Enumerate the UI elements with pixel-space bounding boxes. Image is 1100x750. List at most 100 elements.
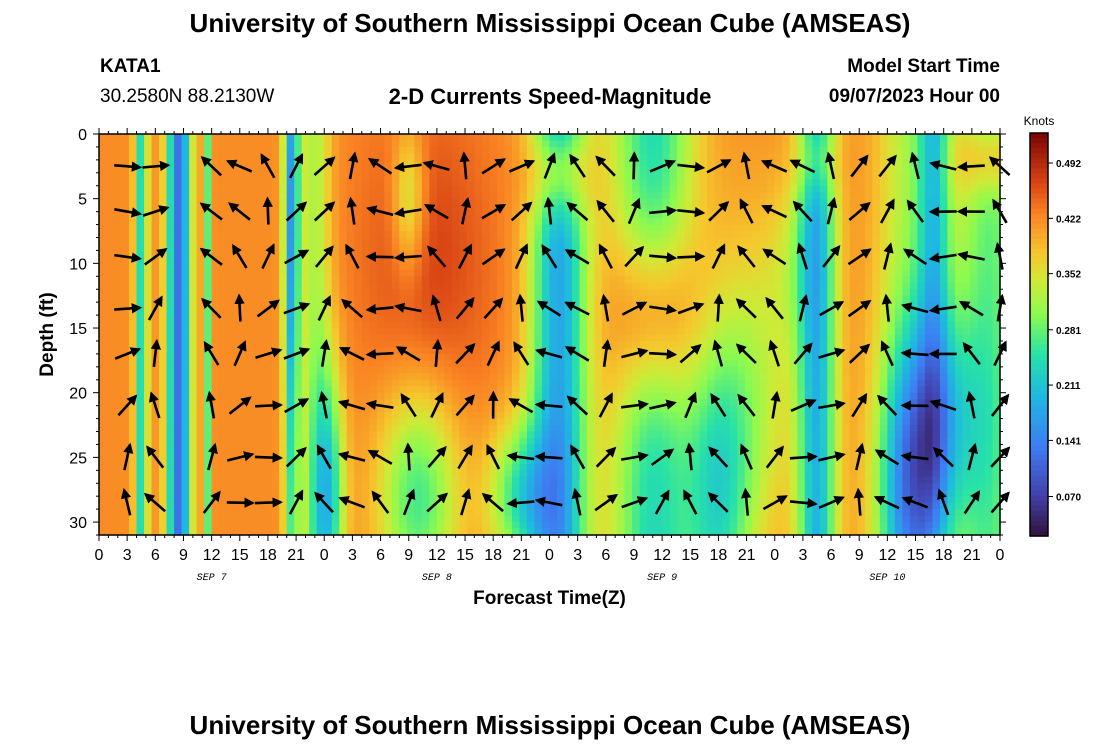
current-arrow — [677, 161, 706, 173]
current-arrow — [534, 347, 563, 359]
current-arrow — [818, 347, 846, 359]
current-arrow — [226, 451, 255, 462]
current-arrow — [142, 160, 171, 172]
current-arrow — [595, 446, 617, 468]
x-tick-label: 21 — [963, 547, 981, 564]
current-arrow — [423, 203, 449, 220]
current-arrow — [737, 393, 756, 417]
current-arrow — [762, 248, 787, 266]
current-arrow — [679, 344, 702, 364]
current-arrow — [114, 207, 143, 218]
current-arrow — [403, 442, 414, 471]
current-arrow — [595, 155, 616, 177]
x-tick-label: 6 — [151, 547, 160, 564]
footer-title: University of Southern Mississippi Ocean… — [189, 710, 911, 740]
current-arrow — [900, 451, 929, 462]
current-arrow — [143, 492, 166, 513]
current-arrow — [826, 196, 838, 225]
current-arrow — [564, 249, 590, 265]
current-arrow — [228, 396, 252, 415]
current-arrow — [825, 151, 836, 180]
current-arrow — [570, 444, 586, 470]
colorbar: Knots 0.492 0.422 0.352 0.281 0.211 0.141 0.070 — [1024, 114, 1081, 537]
current-arrow — [534, 451, 563, 463]
current-arrow — [365, 348, 394, 360]
current-arrow — [768, 339, 781, 367]
current-arrow — [684, 442, 695, 471]
current-arrow — [313, 201, 336, 222]
current-arrow — [956, 161, 985, 172]
current-arrow — [146, 445, 165, 469]
current-arrow — [958, 300, 984, 317]
current-arrow — [313, 156, 336, 176]
current-arrow — [906, 199, 925, 223]
y-axis-label: Depth (ft) — [37, 292, 58, 376]
x-tick-label: 0 — [545, 547, 554, 564]
current-arrow — [314, 491, 334, 514]
x-tick-label: 12 — [653, 547, 671, 564]
current-arrow — [365, 399, 394, 411]
colorbar-frame — [1029, 132, 1049, 537]
current-arrow — [430, 294, 442, 322]
current-arrow — [847, 299, 872, 318]
colorbar-tick-label: 0.492 — [1056, 159, 1081, 170]
current-arrow — [932, 446, 954, 468]
current-arrow — [256, 299, 280, 318]
current-arrow — [400, 392, 417, 418]
current-arrow — [314, 245, 334, 268]
date-label: SEP 10 — [869, 573, 905, 584]
current-arrow — [261, 243, 275, 270]
current-arrow — [365, 205, 394, 217]
current-arrow — [338, 346, 365, 361]
y-tick-label: 0 — [78, 127, 87, 144]
x-axis: 0 3 6 9 12 15 18 21 0 3 6 9 12 15 18 21 0 3 6 9 12 15 18 21 0 3 6 9… — [95, 128, 1005, 584]
x-tick-label: 15 — [681, 547, 699, 564]
x-tick-label: 21 — [287, 547, 305, 564]
current-arrow — [650, 448, 675, 467]
x-tick-label: 3 — [573, 547, 582, 564]
current-arrow — [762, 495, 788, 511]
current-arrow — [819, 301, 845, 317]
current-arrow — [649, 252, 678, 263]
current-arrow — [536, 300, 562, 317]
current-arrow — [624, 245, 645, 268]
current-arrow — [566, 201, 589, 222]
current-arrow — [649, 304, 678, 315]
current-arrow — [457, 243, 473, 269]
current-arrow — [740, 487, 752, 516]
current-arrow — [790, 399, 817, 412]
current-arrow — [789, 497, 818, 509]
current-arrow — [880, 340, 894, 367]
current-arrow — [818, 496, 845, 509]
model-start-label: Model Start Time — [847, 56, 1000, 77]
current-arrow — [318, 390, 329, 419]
current-arrow — [114, 303, 143, 314]
current-arrow — [850, 154, 869, 178]
current-arrow — [735, 343, 757, 364]
current-arrow — [367, 158, 393, 175]
current-arrow — [739, 443, 753, 470]
current-arrow — [142, 205, 170, 217]
current-arrow — [928, 304, 957, 315]
y-tick-label: 5 — [78, 192, 87, 209]
x-tick-label: 15 — [231, 547, 249, 564]
current-arrow — [900, 348, 929, 359]
current-arrow — [150, 338, 162, 367]
current-arrow — [878, 154, 897, 178]
current-arrow — [114, 252, 143, 263]
x-tick-label: 18 — [259, 547, 277, 564]
y-tick-label: 25 — [69, 450, 87, 467]
current-arrow — [851, 392, 868, 418]
current-arrow — [455, 342, 476, 365]
current-arrow — [740, 151, 751, 180]
current-arrow — [621, 301, 648, 316]
current-arrow — [649, 399, 677, 410]
current-arrow — [543, 152, 557, 179]
page-title: University of Southern Mississippi Ocean… — [189, 8, 911, 38]
current-arrow — [737, 245, 756, 268]
current-arrow — [254, 452, 283, 463]
current-arrow — [847, 248, 872, 266]
current-arrow — [337, 451, 366, 462]
current-arrow — [649, 159, 677, 173]
